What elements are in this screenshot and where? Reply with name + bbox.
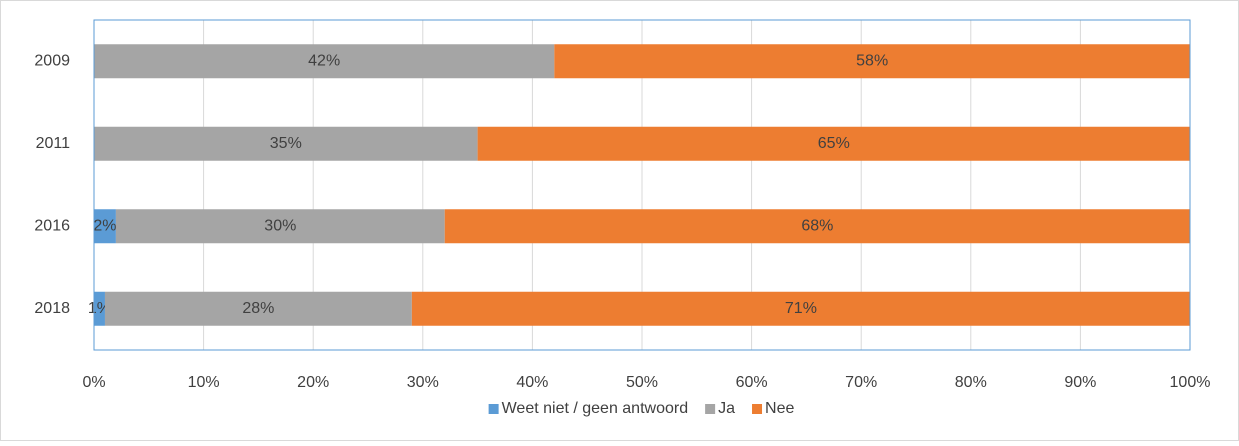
- x-tick-label: 0%: [82, 374, 105, 391]
- data-label: 2%: [93, 217, 116, 234]
- data-label: 65%: [818, 135, 850, 152]
- data-label: 28%: [242, 300, 274, 317]
- x-tick-label: 10%: [188, 374, 220, 391]
- plot-border: [93, 19, 1191, 351]
- x-tick-label: 30%: [407, 374, 439, 391]
- x-tick-label: 50%: [626, 374, 658, 391]
- x-tick-label: 80%: [955, 374, 987, 391]
- data-label: 30%: [264, 217, 296, 234]
- x-tick-label: 60%: [736, 374, 768, 391]
- legend-swatch: [752, 404, 763, 414]
- data-label: 71%: [785, 300, 817, 317]
- data-label: 58%: [856, 52, 888, 69]
- x-tick-label: 70%: [845, 374, 877, 391]
- legend-label: Ja: [718, 400, 735, 417]
- data-label: 68%: [801, 217, 833, 234]
- bar-segment: [94, 209, 116, 244]
- bar-segment: [94, 291, 105, 326]
- x-tick-label: 20%: [297, 374, 329, 391]
- bar-segment: [411, 291, 1191, 326]
- y-tick-label: 2011: [36, 135, 71, 152]
- bar-segment: [94, 126, 478, 161]
- bar-segment: [94, 44, 555, 79]
- y-tick-label: 2018: [34, 300, 70, 317]
- legend-swatch: [488, 404, 499, 414]
- bar-segment: [477, 126, 1191, 161]
- bar-segment: [444, 209, 1191, 244]
- legend-swatch: [705, 404, 716, 414]
- data-label: 35%: [270, 135, 302, 152]
- data-label: 42%: [308, 52, 340, 69]
- legend-label: Nee: [765, 400, 794, 417]
- bar-segment: [104, 291, 412, 326]
- x-tick-label: 40%: [516, 374, 548, 391]
- bar-segment: [115, 209, 445, 244]
- x-tick-label: 90%: [1064, 374, 1096, 391]
- x-tick-label: 100%: [1170, 374, 1211, 391]
- bar-segment: [554, 44, 1190, 79]
- y-tick-label: 2009: [34, 52, 70, 69]
- legend-label: Weet niet / geen antwoord: [502, 400, 689, 417]
- y-tick-label: 2016: [34, 217, 70, 234]
